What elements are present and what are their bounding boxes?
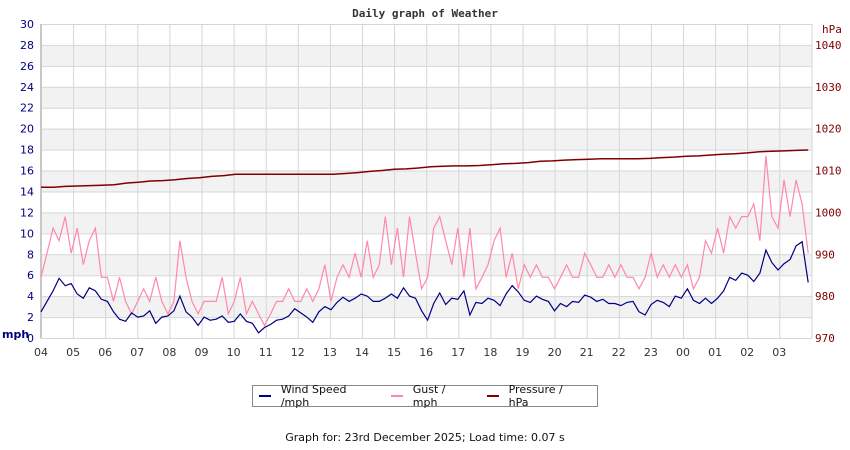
- svg-text:12: 12: [291, 346, 305, 359]
- svg-text:1040: 1040: [815, 39, 842, 52]
- svg-text:10: 10: [227, 346, 241, 359]
- svg-text:980: 980: [815, 290, 835, 303]
- svg-text:1020: 1020: [815, 123, 842, 136]
- svg-text:05: 05: [66, 346, 80, 359]
- svg-text:8: 8: [27, 248, 34, 261]
- svg-text:14: 14: [20, 185, 34, 198]
- svg-text:26: 26: [20, 60, 34, 73]
- svg-text:970: 970: [815, 332, 835, 345]
- svg-text:04: 04: [34, 346, 48, 359]
- chart-legend: Wind Speed /mph Gust / mph Pressure / hP…: [252, 383, 598, 409]
- svg-text:16: 16: [419, 346, 433, 359]
- wind-speed-series-line: [40, 240, 809, 334]
- svg-text:19: 19: [516, 346, 530, 359]
- svg-text:09: 09: [195, 346, 209, 359]
- svg-text:28: 28: [20, 39, 34, 52]
- svg-text:1000: 1000: [815, 206, 842, 219]
- svg-text:20: 20: [548, 346, 562, 359]
- right-axis-unit-label: hPa: [822, 23, 842, 36]
- footer-status: Graph for: 23rd December 2025; Load time…: [285, 431, 565, 444]
- svg-text:990: 990: [815, 248, 835, 261]
- svg-text:20: 20: [20, 123, 34, 136]
- gust-swatch-icon: [390, 395, 403, 397]
- svg-text:18: 18: [20, 144, 34, 157]
- pressure-swatch-icon: [486, 395, 499, 397]
- x-axis-ticks: 04 05 06 07 08 09 10 11 12 13 14 15 16 17 18 19 20 21 22 23…: [34, 346, 786, 359]
- pressure-series-line: [41, 149, 809, 189]
- svg-text:15: 15: [387, 346, 401, 359]
- svg-text:4: 4: [27, 290, 34, 303]
- svg-text:21: 21: [580, 346, 594, 359]
- svg-text:16: 16: [20, 165, 34, 178]
- legend-label: Wind Speed /mph: [280, 383, 347, 409]
- svg-text:23: 23: [644, 346, 658, 359]
- svg-text:01: 01: [708, 346, 722, 359]
- svg-text:14: 14: [355, 346, 369, 359]
- svg-text:22: 22: [612, 346, 626, 359]
- chart-title: Daily graph of Weather: [352, 7, 498, 20]
- horizontal-gridlines: [41, 24, 812, 339]
- svg-text:22: 22: [20, 102, 34, 115]
- wind-speed-swatch-icon: [259, 395, 271, 397]
- legend-item-wind-speed: Wind Speed /mph: [257, 383, 377, 409]
- svg-text:11: 11: [259, 346, 273, 359]
- right-y-axis-ticks: 970 980 990 1000 1010 1020 1030 1040: [815, 39, 842, 345]
- svg-text:08: 08: [162, 346, 176, 359]
- svg-text:6: 6: [27, 269, 34, 282]
- svg-text:03: 03: [772, 346, 786, 359]
- svg-text:2: 2: [27, 311, 34, 324]
- svg-text:02: 02: [740, 346, 754, 359]
- svg-text:12: 12: [20, 206, 34, 219]
- left-axis-unit-label: mph: [2, 328, 29, 341]
- svg-text:18: 18: [483, 346, 497, 359]
- svg-text:24: 24: [20, 81, 34, 94]
- svg-text:1010: 1010: [815, 165, 842, 178]
- gust-series-line: [40, 155, 809, 327]
- svg-text:10: 10: [20, 227, 34, 240]
- legend-label: Pressure / hPa: [508, 383, 563, 409]
- svg-text:17: 17: [451, 346, 465, 359]
- svg-text:0: 0: [27, 332, 34, 345]
- svg-text:07: 07: [130, 346, 144, 359]
- legend-label: Gust / mph: [412, 383, 446, 409]
- legend-item-pressure: Pressure / hPa: [485, 383, 585, 409]
- svg-text:00: 00: [676, 346, 690, 359]
- svg-text:30: 30: [20, 18, 34, 31]
- weather-chart: Daily graph of Weather 02468101214161820…: [2, 7, 842, 359]
- svg-text:06: 06: [98, 346, 112, 359]
- svg-text:1030: 1030: [815, 81, 842, 94]
- svg-text:13: 13: [323, 346, 337, 359]
- legend-item-gust: Gust / mph: [389, 383, 473, 409]
